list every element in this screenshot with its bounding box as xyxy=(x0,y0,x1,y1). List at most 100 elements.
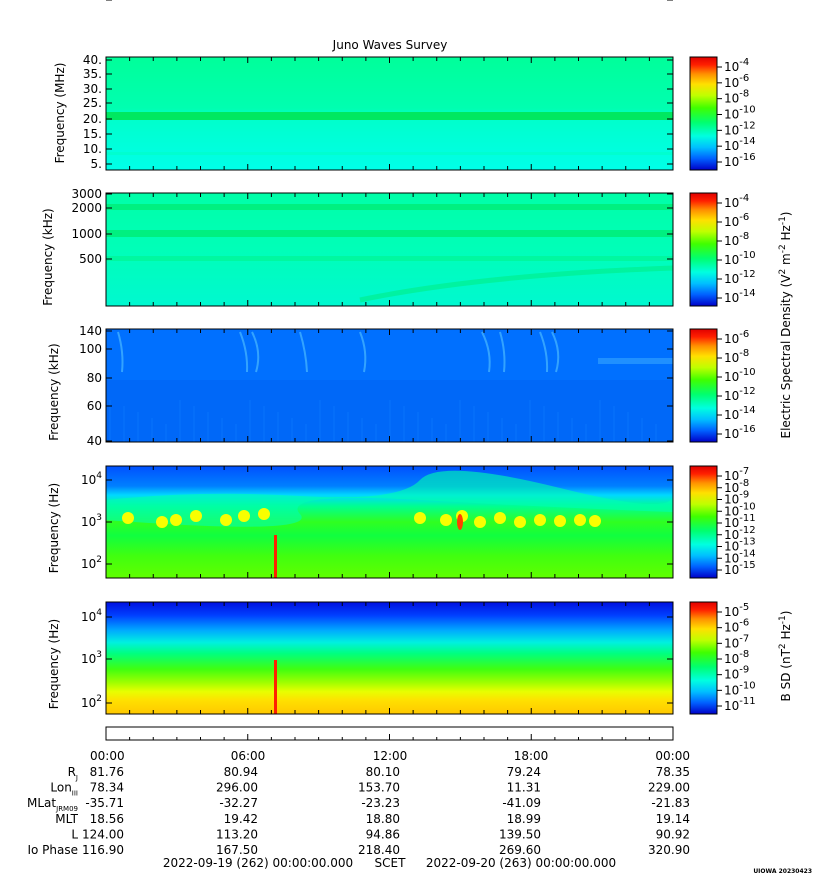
colorbar-tick-base: 10 xyxy=(724,636,739,650)
colorbar-tick-label: 10-16 xyxy=(724,424,756,441)
ephemeris-value: -23.23 xyxy=(361,796,400,810)
ephemeris-value: -35.71 xyxy=(85,796,124,810)
y-tick-exp: 2 xyxy=(96,694,102,704)
colorbar-tick-label: 10-13 xyxy=(724,537,756,554)
colorbar-tick-label: 10-9 xyxy=(724,490,749,507)
colorbar-tick-label: 10-12 xyxy=(724,525,756,542)
ephemeris-value: -21.83 xyxy=(651,796,690,810)
y-tick-label: 15. xyxy=(83,127,102,141)
panel-2-xticks xyxy=(105,193,674,306)
colorbar-tick-exp: -10 xyxy=(739,680,755,691)
colorbar-4-gradient xyxy=(689,465,718,579)
y-tick-label: 20. xyxy=(83,112,102,126)
emission-blob xyxy=(554,515,566,527)
ephemeris-value: 124.00 xyxy=(82,827,124,841)
emission-blob xyxy=(494,512,506,524)
y-tick-label: 3000 xyxy=(71,187,102,201)
colorbar-tick-base: 10 xyxy=(724,493,739,507)
colorbar-tick-exp: -4 xyxy=(739,193,749,204)
colorbar-tick-base: 10 xyxy=(724,528,739,542)
colorbar-tick-label: 10-6 xyxy=(724,212,749,229)
colorbar-tick-exp: -7 xyxy=(739,633,749,644)
electric-label-end: Hz xyxy=(779,225,793,244)
colorbar-tick-label: 10-8 xyxy=(724,348,749,365)
y-tick-label: 104 xyxy=(81,608,102,624)
colorbar-tick-base: 10 xyxy=(724,351,739,365)
y-tick-exp: 3 xyxy=(96,650,102,660)
ephemeris-row-label: LonIII xyxy=(50,781,78,798)
magnetic-colorbar-label: B SD (nT2 Hz-1) xyxy=(778,611,793,702)
colorbar-tick-label: 10-11 xyxy=(724,696,756,713)
ephemeris-value: 80.10 xyxy=(366,765,400,779)
colorbar-tick-label: 10-8 xyxy=(724,649,749,666)
emission-blob xyxy=(574,514,586,526)
colorbar-tick-label: 10-14 xyxy=(724,405,756,422)
ephemeris-value: 81.76 xyxy=(90,765,124,779)
electric-label-main: Electric Spectral Density (V xyxy=(779,274,793,439)
ephemeris-value: 78.34 xyxy=(90,781,124,795)
colorbar-tick-label: 10-14 xyxy=(724,288,756,305)
colorbar-tick-base: 10 xyxy=(724,668,739,682)
ephemeris-label-sub: J xyxy=(75,774,78,782)
ephemeris-row-label: RJ xyxy=(68,765,78,782)
emission-blob xyxy=(170,514,182,526)
panel-2-band-2000khz xyxy=(106,204,673,210)
colorbar-tick-label: 10-16 xyxy=(724,152,756,169)
colorbar-tick-exp: -12 xyxy=(739,386,755,397)
chart-title: Juno Waves Survey xyxy=(332,38,448,52)
panel-1-ylabel: Frequency (MHz) xyxy=(53,63,67,164)
ephemeris-label-main: MLat xyxy=(27,796,56,810)
electric-label-mid: m xyxy=(779,253,793,269)
ephemeris-value: 116.90 xyxy=(82,843,124,857)
panel-1: Frequency (MHz) 40.35.30.25. 20.15.10.5. xyxy=(53,53,674,171)
y-tick-label: 40 xyxy=(87,434,102,448)
emission-streak xyxy=(117,331,124,373)
colorbar-tick-label: 10-7 xyxy=(724,466,749,483)
y-tick-base: 10 xyxy=(81,696,96,710)
electric-colorbar-label: Electric Spectral Density (V2 m-2 Hz-1) xyxy=(778,211,793,438)
panel-4-yellow-emissions xyxy=(122,508,601,530)
y-tick-exp: 4 xyxy=(96,608,102,618)
colorbar-tick-base: 10 xyxy=(724,481,739,495)
ephemeris-value: 19.14 xyxy=(656,812,690,826)
panel-5-event-spike xyxy=(274,660,277,714)
ephemeris-value: 153.70 xyxy=(358,781,400,795)
colorbar-tick-base: 10 xyxy=(724,605,739,619)
emission-blob xyxy=(190,510,202,522)
colorbar-tick-exp: -8 xyxy=(739,478,749,489)
colorbar-tick-label: 10-5 xyxy=(724,602,749,619)
colorbar-tick-label: 10-12 xyxy=(724,386,756,403)
colorbar-tick-base: 10 xyxy=(724,155,739,169)
ephemeris-value: -41.09 xyxy=(502,796,541,810)
panel-2-ylabel: Frequency (kHz) xyxy=(41,208,55,305)
colorbar-tick-label: 10-8 xyxy=(724,478,749,495)
y-tick-label: 2000 xyxy=(71,201,102,215)
colorbar-tick-base: 10 xyxy=(724,469,739,483)
colorbar-tick-label: 10-11 xyxy=(724,513,756,530)
colorbar-tick-exp: -14 xyxy=(739,136,755,147)
colorbar-tick-base: 10 xyxy=(724,427,739,441)
y-tick-label: 10. xyxy=(83,142,102,156)
emission-streak xyxy=(251,331,260,373)
colorbar-tick-label: 10-12 xyxy=(724,120,756,137)
emission-streak xyxy=(481,331,491,373)
ephemeris-value: 11.31 xyxy=(507,781,541,795)
emission-streak xyxy=(551,331,560,373)
time-label: 00:00 xyxy=(655,749,690,763)
y-tick-base: 10 xyxy=(81,652,96,666)
colorbar-3-gradient xyxy=(689,328,718,443)
ephemeris-value: 113.20 xyxy=(216,827,258,841)
emission-blob xyxy=(589,515,601,527)
emission-blob-hot xyxy=(457,514,463,530)
electric-label-sup2: -2 xyxy=(778,244,788,253)
emission-blob xyxy=(156,516,168,528)
emission-streak xyxy=(359,331,367,373)
time-axis-ticks xyxy=(105,734,674,740)
footer-start: 2022-09-19 (262) 00:00:00.000 xyxy=(163,856,353,870)
y-tick-exp: 2 xyxy=(96,555,102,565)
colorbar-tick-exp: -16 xyxy=(739,152,755,163)
y-tick-base: 10 xyxy=(81,473,96,487)
colorbar-tick-base: 10 xyxy=(724,123,739,137)
